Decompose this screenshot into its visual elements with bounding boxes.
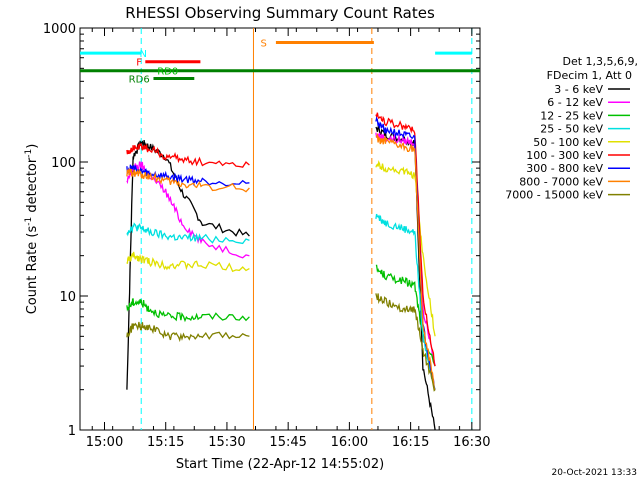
- series-line: [126, 251, 250, 273]
- legend-entry-label: 7000 - 15000 keV: [505, 189, 603, 202]
- legend: Det 1,3,5,6,9, FDecim 1, Att 0 3 - 6 keV…: [505, 55, 638, 202]
- flag-label-rd0: RD0: [157, 67, 178, 78]
- legend-entry-label: 800 - 7000 keV: [519, 175, 603, 188]
- series-line: [126, 222, 250, 245]
- series-line: [126, 140, 250, 390]
- series-line: [375, 293, 436, 392]
- x-tick-label: 15:45: [269, 435, 306, 450]
- y-tick-label: 10: [59, 290, 76, 305]
- legend-entry-label: 12 - 25 keV: [540, 109, 603, 122]
- axis-layer: 1 10 100 1000 15:00 15:15 15:30 15:45 16:00 16:15…: [43, 22, 491, 450]
- series-line: [126, 167, 250, 193]
- legend-entry-label: 3 - 6 keV: [554, 83, 603, 96]
- flag-label-rd6: RD6: [129, 74, 150, 85]
- legend-entry-label: 6 - 12 keV: [547, 96, 603, 109]
- legend-entry-label: 50 - 100 keV: [533, 136, 603, 149]
- flag-label-s: S: [260, 38, 266, 49]
- legend-header-line-1: Det 1,3,5,6,9,: [562, 55, 638, 68]
- x-tick-label: 15:00: [86, 435, 123, 450]
- series-line: [375, 112, 436, 367]
- series-line: [375, 213, 436, 390]
- flag-label-n: N: [140, 49, 147, 60]
- plot-frame: [79, 27, 481, 431]
- series-line: [126, 161, 250, 259]
- series-line: [126, 321, 250, 343]
- legend-entry-label: 100 - 300 keV: [526, 149, 603, 162]
- series-line: [126, 143, 250, 168]
- legend-entry-label: 25 - 50 keV: [540, 123, 603, 136]
- x-tick-label: 15:30: [208, 435, 245, 450]
- y-tick-label: 1000: [43, 22, 76, 37]
- plot-layer: N S F RD0 RD6: [80, 28, 480, 431]
- series-line: [126, 298, 250, 323]
- y-tick-label: 100: [51, 156, 76, 171]
- footer-date: 20-Oct-2021 13:33: [552, 468, 637, 478]
- legend-header-line-2: FDecim 1, Att 0: [547, 69, 632, 82]
- series-line: [375, 160, 436, 337]
- y-axis-label: Count Rate (s-1 detector-1): [24, 144, 40, 315]
- legend-entry-label: 300 - 800 keV: [526, 162, 603, 175]
- series-line: [375, 132, 436, 367]
- x-axis-label: Start Time (22-Apr-12 14:55:02): [176, 457, 384, 472]
- flag-label-f: F: [136, 58, 142, 69]
- x-tick-label: 16:00: [331, 435, 368, 450]
- series-line: [375, 132, 436, 391]
- chart-title: RHESSI Observing Summary Count Rates: [125, 4, 435, 22]
- y-tick-label: 1: [68, 424, 76, 439]
- x-tick-label: 16:30: [453, 435, 490, 450]
- x-tick-label: 15:15: [147, 435, 184, 450]
- x-tick-label: 16:15: [392, 435, 429, 450]
